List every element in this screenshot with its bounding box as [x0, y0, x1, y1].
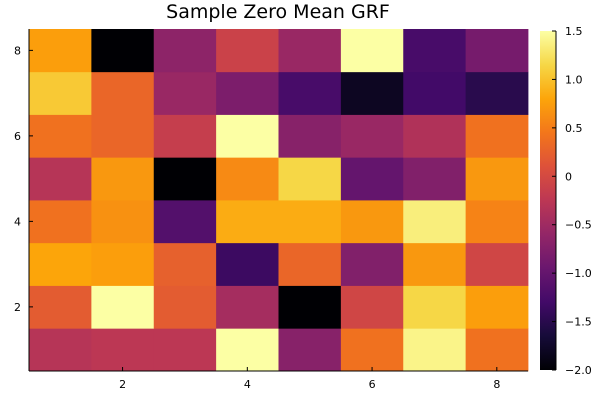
- heatmap-cell: [216, 29, 279, 73]
- heatmap-cell: [403, 29, 467, 73]
- heatmap-cell: [278, 29, 342, 73]
- heatmap-cell: [403, 71, 467, 115]
- heatmap-cell: [91, 328, 155, 372]
- heatmap-cell: [216, 200, 279, 244]
- heatmap-cell: [403, 328, 467, 372]
- heatmap-cell: [216, 114, 279, 158]
- heatmap-cell: [403, 157, 467, 201]
- heatmap-cell: [91, 242, 155, 286]
- heatmap-cell: [153, 71, 217, 115]
- heatmap-cell: [465, 114, 529, 158]
- heatmap-cell: [153, 242, 217, 286]
- heatmap-cell: [216, 285, 279, 329]
- heatmap-cell: [91, 157, 155, 201]
- x-axis-ticks: 2 4 6 8: [119, 367, 500, 391]
- heatmap-cell: [403, 200, 467, 244]
- colorbar-tick-label: −2.0: [565, 364, 592, 377]
- heatmap-cell: [91, 114, 155, 158]
- heatmap-cell: [91, 71, 155, 115]
- heatmap-cell: [216, 242, 279, 286]
- heatmap-cell: [340, 114, 404, 158]
- colorbar-ticks: −2.0 −1.5 −1.0 −0.5 0 0.5 1.0 1.5: [552, 25, 592, 377]
- heatmap-cell: [278, 200, 342, 244]
- heatmap-cell: [91, 200, 155, 244]
- heatmap-cell: [465, 200, 529, 244]
- heatmap-cell: [465, 29, 529, 73]
- heatmap-cell: [153, 114, 217, 158]
- heatmap-cell: [278, 285, 342, 329]
- heatmap-cell: [278, 157, 342, 201]
- heatmap-cell: [153, 200, 217, 244]
- heatmap-cell: [278, 71, 342, 115]
- x-tick-label: 6: [369, 378, 376, 391]
- heatmap-cell: [29, 242, 92, 286]
- heatmap-cell: [465, 157, 529, 201]
- colorbar-tick-label: −1.0: [565, 267, 592, 280]
- heatmap-cell: [465, 328, 529, 372]
- heatmap-cell: [91, 29, 155, 73]
- heatmap-cell: [465, 285, 529, 329]
- heatmap-cell: [340, 71, 404, 115]
- heatmap-cell: [403, 242, 467, 286]
- heatmap-cell: [340, 328, 404, 372]
- heatmap-cell: [29, 328, 92, 372]
- heatmap-cells: [29, 29, 529, 372]
- colorbar-tick-label: 0.5: [565, 122, 583, 135]
- colorbar-tick-label: −1.5: [565, 316, 592, 329]
- x-tick-label: 8: [493, 378, 500, 391]
- heatmap-cell: [465, 71, 529, 115]
- y-axis-ticks: 2 4 6 8: [14, 44, 33, 314]
- heatmap-cell: [91, 285, 155, 329]
- heatmap-cell: [340, 242, 404, 286]
- colorbar: [540, 31, 556, 370]
- heatmap-cell: [29, 29, 92, 73]
- chart-title: Sample Zero Mean GRF: [166, 1, 390, 23]
- heatmap-cell: [29, 114, 92, 158]
- heatmap-cell: [153, 328, 217, 372]
- x-tick-label: 2: [119, 378, 126, 391]
- x-tick-label: 4: [244, 378, 251, 391]
- heatmap-cell: [216, 328, 279, 372]
- colorbar-tick-label: −0.5: [565, 219, 592, 232]
- colorbar-tick-label: 1.5: [565, 25, 583, 38]
- heatmap-cell: [278, 328, 342, 372]
- heatmap-cell: [340, 157, 404, 201]
- heatmap-cell: [340, 200, 404, 244]
- heatmap-cell: [153, 29, 217, 73]
- heatmap-axes: [28, 29, 528, 372]
- heatmap-cell: [29, 200, 92, 244]
- y-tick-label: 2: [14, 301, 21, 314]
- heatmap-cell: [29, 71, 92, 115]
- colorbar-tick-label: 0: [565, 170, 572, 183]
- heatmap-cell: [29, 157, 92, 201]
- heatmap-cell: [403, 285, 467, 329]
- heatmap-cell: [465, 242, 529, 286]
- heatmap-cell: [216, 157, 279, 201]
- heatmap-cell: [29, 285, 92, 329]
- heatmap-cell: [216, 71, 279, 115]
- colorbar-tick-label: 1.0: [565, 73, 583, 86]
- y-tick-label: 4: [14, 215, 21, 228]
- heatmap-cell: [153, 157, 217, 201]
- heatmap-cell: [403, 114, 467, 158]
- heatmap-cell: [278, 242, 342, 286]
- heatmap-cell: [153, 285, 217, 329]
- y-tick-label: 6: [14, 130, 21, 143]
- heatmap-cell: [340, 285, 404, 329]
- heatmap-cell: [340, 29, 404, 73]
- heatmap-cell: [278, 114, 342, 158]
- y-tick-label: 8: [14, 44, 21, 57]
